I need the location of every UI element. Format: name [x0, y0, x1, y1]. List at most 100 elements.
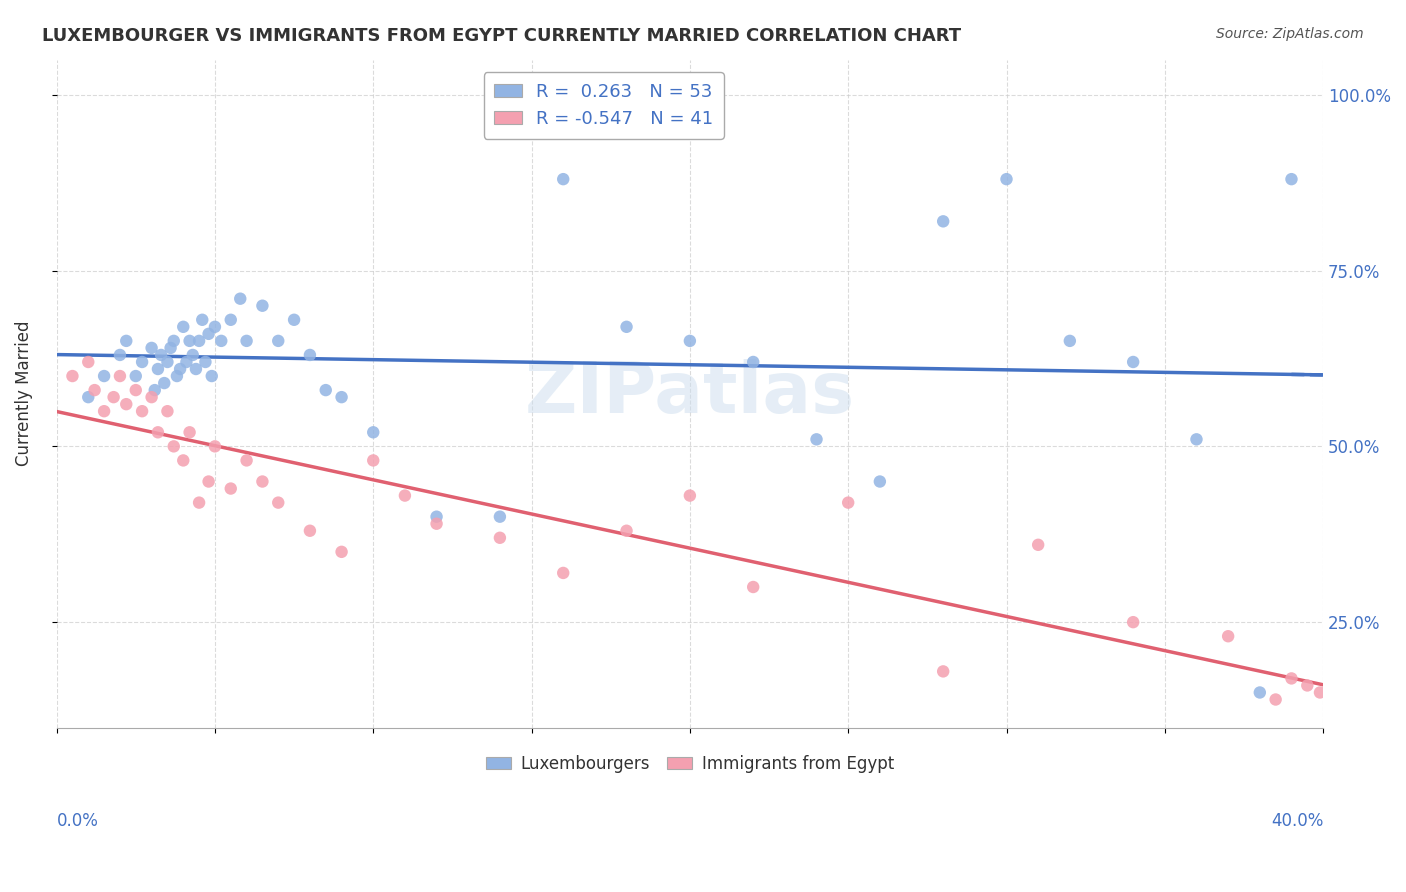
Point: [197, 475, 219, 489]
Point: [806, 433, 828, 447]
Point: [131, 355, 153, 369]
Point: [150, 348, 173, 362]
Point: [93, 369, 115, 384]
Point: [141, 390, 163, 404]
Point: [179, 334, 201, 348]
Point: [742, 580, 765, 594]
Point: [159, 341, 181, 355]
Point: [553, 172, 575, 186]
Point: [77, 355, 100, 369]
Point: [191, 313, 214, 327]
Point: [131, 404, 153, 418]
Point: [204, 319, 226, 334]
Point: [194, 355, 217, 369]
Point: [742, 355, 765, 369]
Point: [330, 545, 353, 559]
Point: [204, 439, 226, 453]
Point: [62, 369, 84, 384]
Point: [489, 531, 512, 545]
Point: [156, 355, 179, 369]
Point: [283, 313, 305, 327]
Point: [163, 439, 186, 453]
Point: [125, 369, 148, 384]
Point: [932, 665, 955, 679]
Point: [179, 425, 201, 440]
Point: [298, 348, 321, 362]
Legend: Luxembourgers, Immigrants from Egypt: Luxembourgers, Immigrants from Egypt: [479, 748, 901, 780]
Point: [156, 404, 179, 418]
Point: [837, 495, 859, 509]
Point: [267, 495, 290, 509]
Point: [115, 334, 138, 348]
Point: [1249, 685, 1271, 699]
Point: [553, 566, 575, 580]
Point: [426, 516, 449, 531]
Point: [172, 453, 194, 467]
Point: [616, 319, 638, 334]
Point: [197, 326, 219, 341]
Point: [235, 453, 257, 467]
Point: [1296, 678, 1319, 692]
Point: [1185, 433, 1208, 447]
Point: [143, 383, 166, 397]
Point: [219, 313, 242, 327]
Point: [315, 383, 337, 397]
Point: [298, 524, 321, 538]
Point: [361, 453, 384, 467]
Point: [267, 334, 290, 348]
Point: [146, 425, 169, 440]
Point: [201, 369, 224, 384]
Point: [103, 390, 125, 404]
Point: [1059, 334, 1081, 348]
Point: [209, 334, 232, 348]
Point: [1218, 629, 1240, 643]
Point: [679, 489, 702, 503]
Point: [361, 425, 384, 440]
Point: [252, 299, 274, 313]
Point: [1281, 172, 1303, 186]
Point: [169, 362, 191, 376]
Point: [163, 334, 186, 348]
Text: 0.0%: 0.0%: [56, 812, 98, 830]
Point: [869, 475, 891, 489]
Point: [146, 362, 169, 376]
Point: [176, 355, 198, 369]
Point: [188, 495, 211, 509]
Point: [166, 369, 188, 384]
Text: 40.0%: 40.0%: [1271, 812, 1323, 830]
Point: [172, 319, 194, 334]
Point: [1309, 685, 1331, 699]
Point: [489, 509, 512, 524]
Text: Source: ZipAtlas.com: Source: ZipAtlas.com: [1216, 27, 1364, 41]
Point: [125, 383, 148, 397]
Y-axis label: Currently Married: Currently Married: [15, 321, 32, 467]
Point: [995, 172, 1018, 186]
Point: [188, 334, 211, 348]
Point: [229, 292, 252, 306]
Point: [93, 404, 115, 418]
Point: [426, 509, 449, 524]
Text: LUXEMBOURGER VS IMMIGRANTS FROM EGYPT CURRENTLY MARRIED CORRELATION CHART: LUXEMBOURGER VS IMMIGRANTS FROM EGYPT CU…: [42, 27, 962, 45]
Point: [115, 397, 138, 411]
Point: [1122, 615, 1144, 629]
Point: [932, 214, 955, 228]
Point: [1264, 692, 1286, 706]
Point: [83, 383, 105, 397]
Point: [184, 362, 207, 376]
Point: [77, 390, 100, 404]
Point: [616, 524, 638, 538]
Point: [141, 341, 163, 355]
Point: [181, 348, 204, 362]
Point: [153, 376, 176, 390]
Point: [108, 369, 131, 384]
Point: [108, 348, 131, 362]
Point: [1122, 355, 1144, 369]
Text: ZIPatlas: ZIPatlas: [524, 359, 855, 428]
Point: [330, 390, 353, 404]
Point: [235, 334, 257, 348]
Point: [1026, 538, 1049, 552]
Point: [1281, 672, 1303, 686]
Point: [252, 475, 274, 489]
Point: [394, 489, 416, 503]
Point: [679, 334, 702, 348]
